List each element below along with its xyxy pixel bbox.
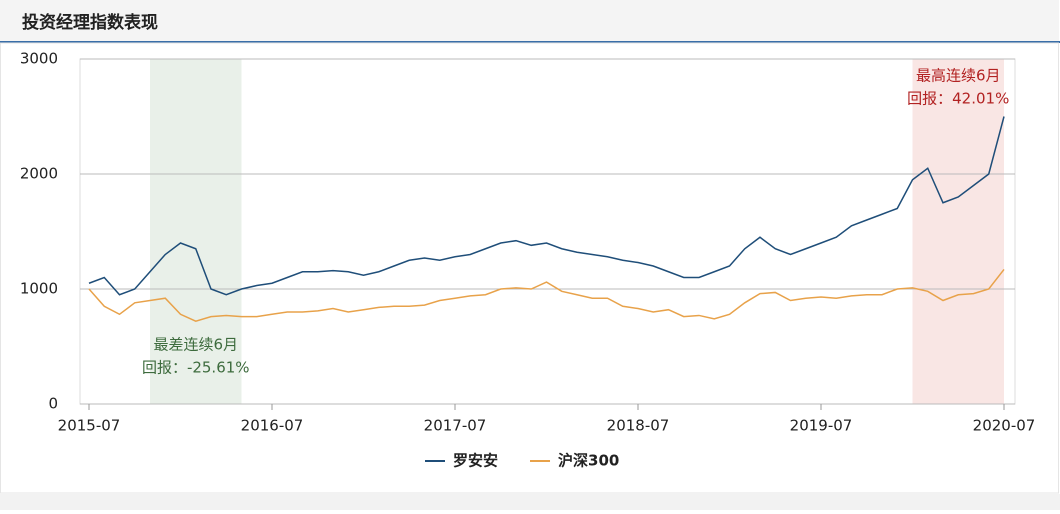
annotation-text: 最差连续6月	[153, 336, 238, 354]
x-tick-label: 2020-07	[973, 417, 1036, 435]
y-tick-label: 1000	[20, 280, 58, 298]
series-line	[88, 268, 1005, 322]
annotation-text: 回报：-25.61%	[142, 359, 250, 377]
series-line	[88, 116, 1005, 296]
legend-label: 罗安安	[453, 452, 498, 470]
y-tick-label: 0	[48, 395, 58, 413]
header-bar	[0, 0, 1059, 42]
x-tick-label: 2017-07	[424, 417, 487, 435]
annotation-text: 最高连续6月	[916, 67, 1001, 85]
y-tick-label: 2000	[20, 165, 58, 183]
legend-label: 沪深300	[558, 452, 619, 470]
highlight-region	[150, 59, 242, 404]
y-tick-label: 3000	[20, 50, 58, 68]
x-tick-label: 2016-07	[241, 417, 304, 435]
highlight-region	[912, 59, 1004, 404]
panel-title: 投资经理指数表现	[22, 12, 158, 33]
panel-border	[0, 42, 1059, 494]
x-tick-label: 2018-07	[607, 417, 670, 435]
annotation-text: 回报：42.01%	[907, 90, 1009, 108]
x-tick-label: 2015-07	[58, 417, 121, 435]
panel-footer	[0, 494, 1060, 510]
x-tick-label: 2019-07	[790, 417, 853, 435]
